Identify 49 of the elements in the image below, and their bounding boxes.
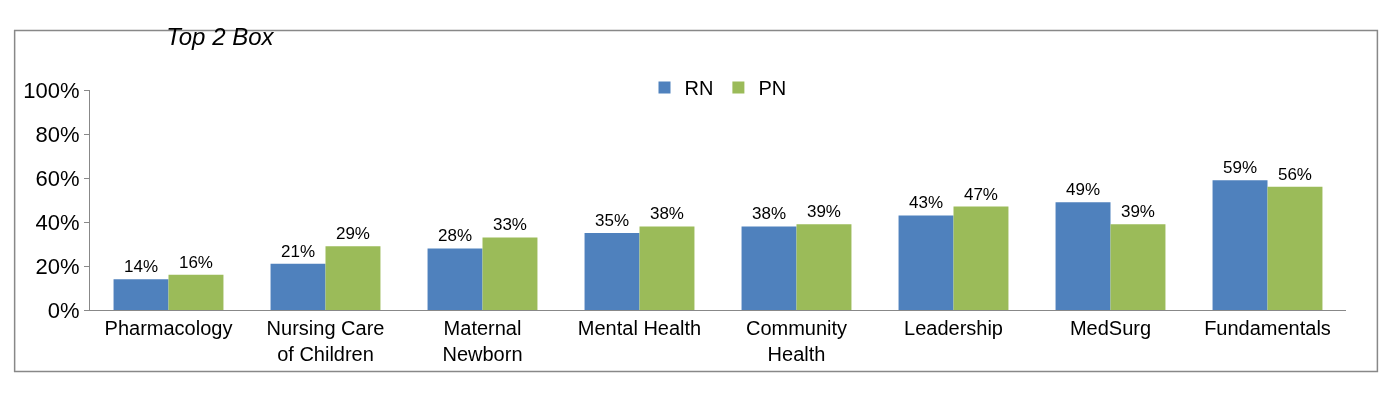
data-label: 16% xyxy=(178,252,213,272)
data-label: 43% xyxy=(909,193,944,213)
data-label: 14% xyxy=(124,257,159,277)
bar xyxy=(1055,202,1111,310)
bar xyxy=(113,279,169,310)
x-tick-label: Community Health xyxy=(745,317,848,365)
data-label: 49% xyxy=(1066,180,1101,200)
y-tick-label: 80% xyxy=(35,121,80,147)
bar xyxy=(427,248,483,310)
data-label: 38% xyxy=(649,204,684,224)
bar xyxy=(953,206,1009,310)
data-label: 28% xyxy=(438,226,473,246)
data-label: 29% xyxy=(335,224,370,244)
bar xyxy=(482,237,538,310)
data-label: 56% xyxy=(1277,164,1312,184)
y-tick-label: 0% xyxy=(47,297,80,323)
x-tick-label: MedSurg xyxy=(1069,317,1152,339)
legend-label: PN xyxy=(758,77,787,100)
data-label: 59% xyxy=(1223,158,1258,178)
data-label: 33% xyxy=(492,215,527,235)
bar xyxy=(639,226,695,310)
chart-title: Top 2 Box xyxy=(166,22,275,50)
x-tick-label: Mental Health xyxy=(577,317,702,339)
bar xyxy=(168,274,224,310)
bar xyxy=(1212,180,1268,310)
bar xyxy=(1110,224,1166,310)
data-label: 47% xyxy=(963,184,998,204)
x-tick-label: Maternal Newborn xyxy=(442,317,523,365)
data-label: 38% xyxy=(752,204,787,224)
x-tick-label: Leadership xyxy=(904,317,1003,339)
data-label: 21% xyxy=(281,241,316,261)
data-label: 39% xyxy=(806,202,841,222)
bar xyxy=(584,233,640,310)
y-tick-label: 100% xyxy=(23,77,80,103)
bar xyxy=(796,224,852,310)
bar xyxy=(325,246,381,310)
data-label: 39% xyxy=(1120,202,1155,222)
data-label: 35% xyxy=(595,211,630,230)
y-tick-label: 20% xyxy=(35,253,80,279)
bar xyxy=(898,215,954,310)
y-tick-label: 60% xyxy=(35,165,80,191)
legend-label: RN xyxy=(684,77,714,100)
x-tick-label: Fundamentals xyxy=(1204,317,1331,339)
bar xyxy=(270,263,326,310)
y-tick-label: 40% xyxy=(35,209,80,235)
bar xyxy=(1267,186,1323,310)
bar xyxy=(741,226,797,310)
x-tick-label: Nursing Care of Children xyxy=(266,317,385,365)
x-tick-label: Pharmacology xyxy=(104,317,233,339)
